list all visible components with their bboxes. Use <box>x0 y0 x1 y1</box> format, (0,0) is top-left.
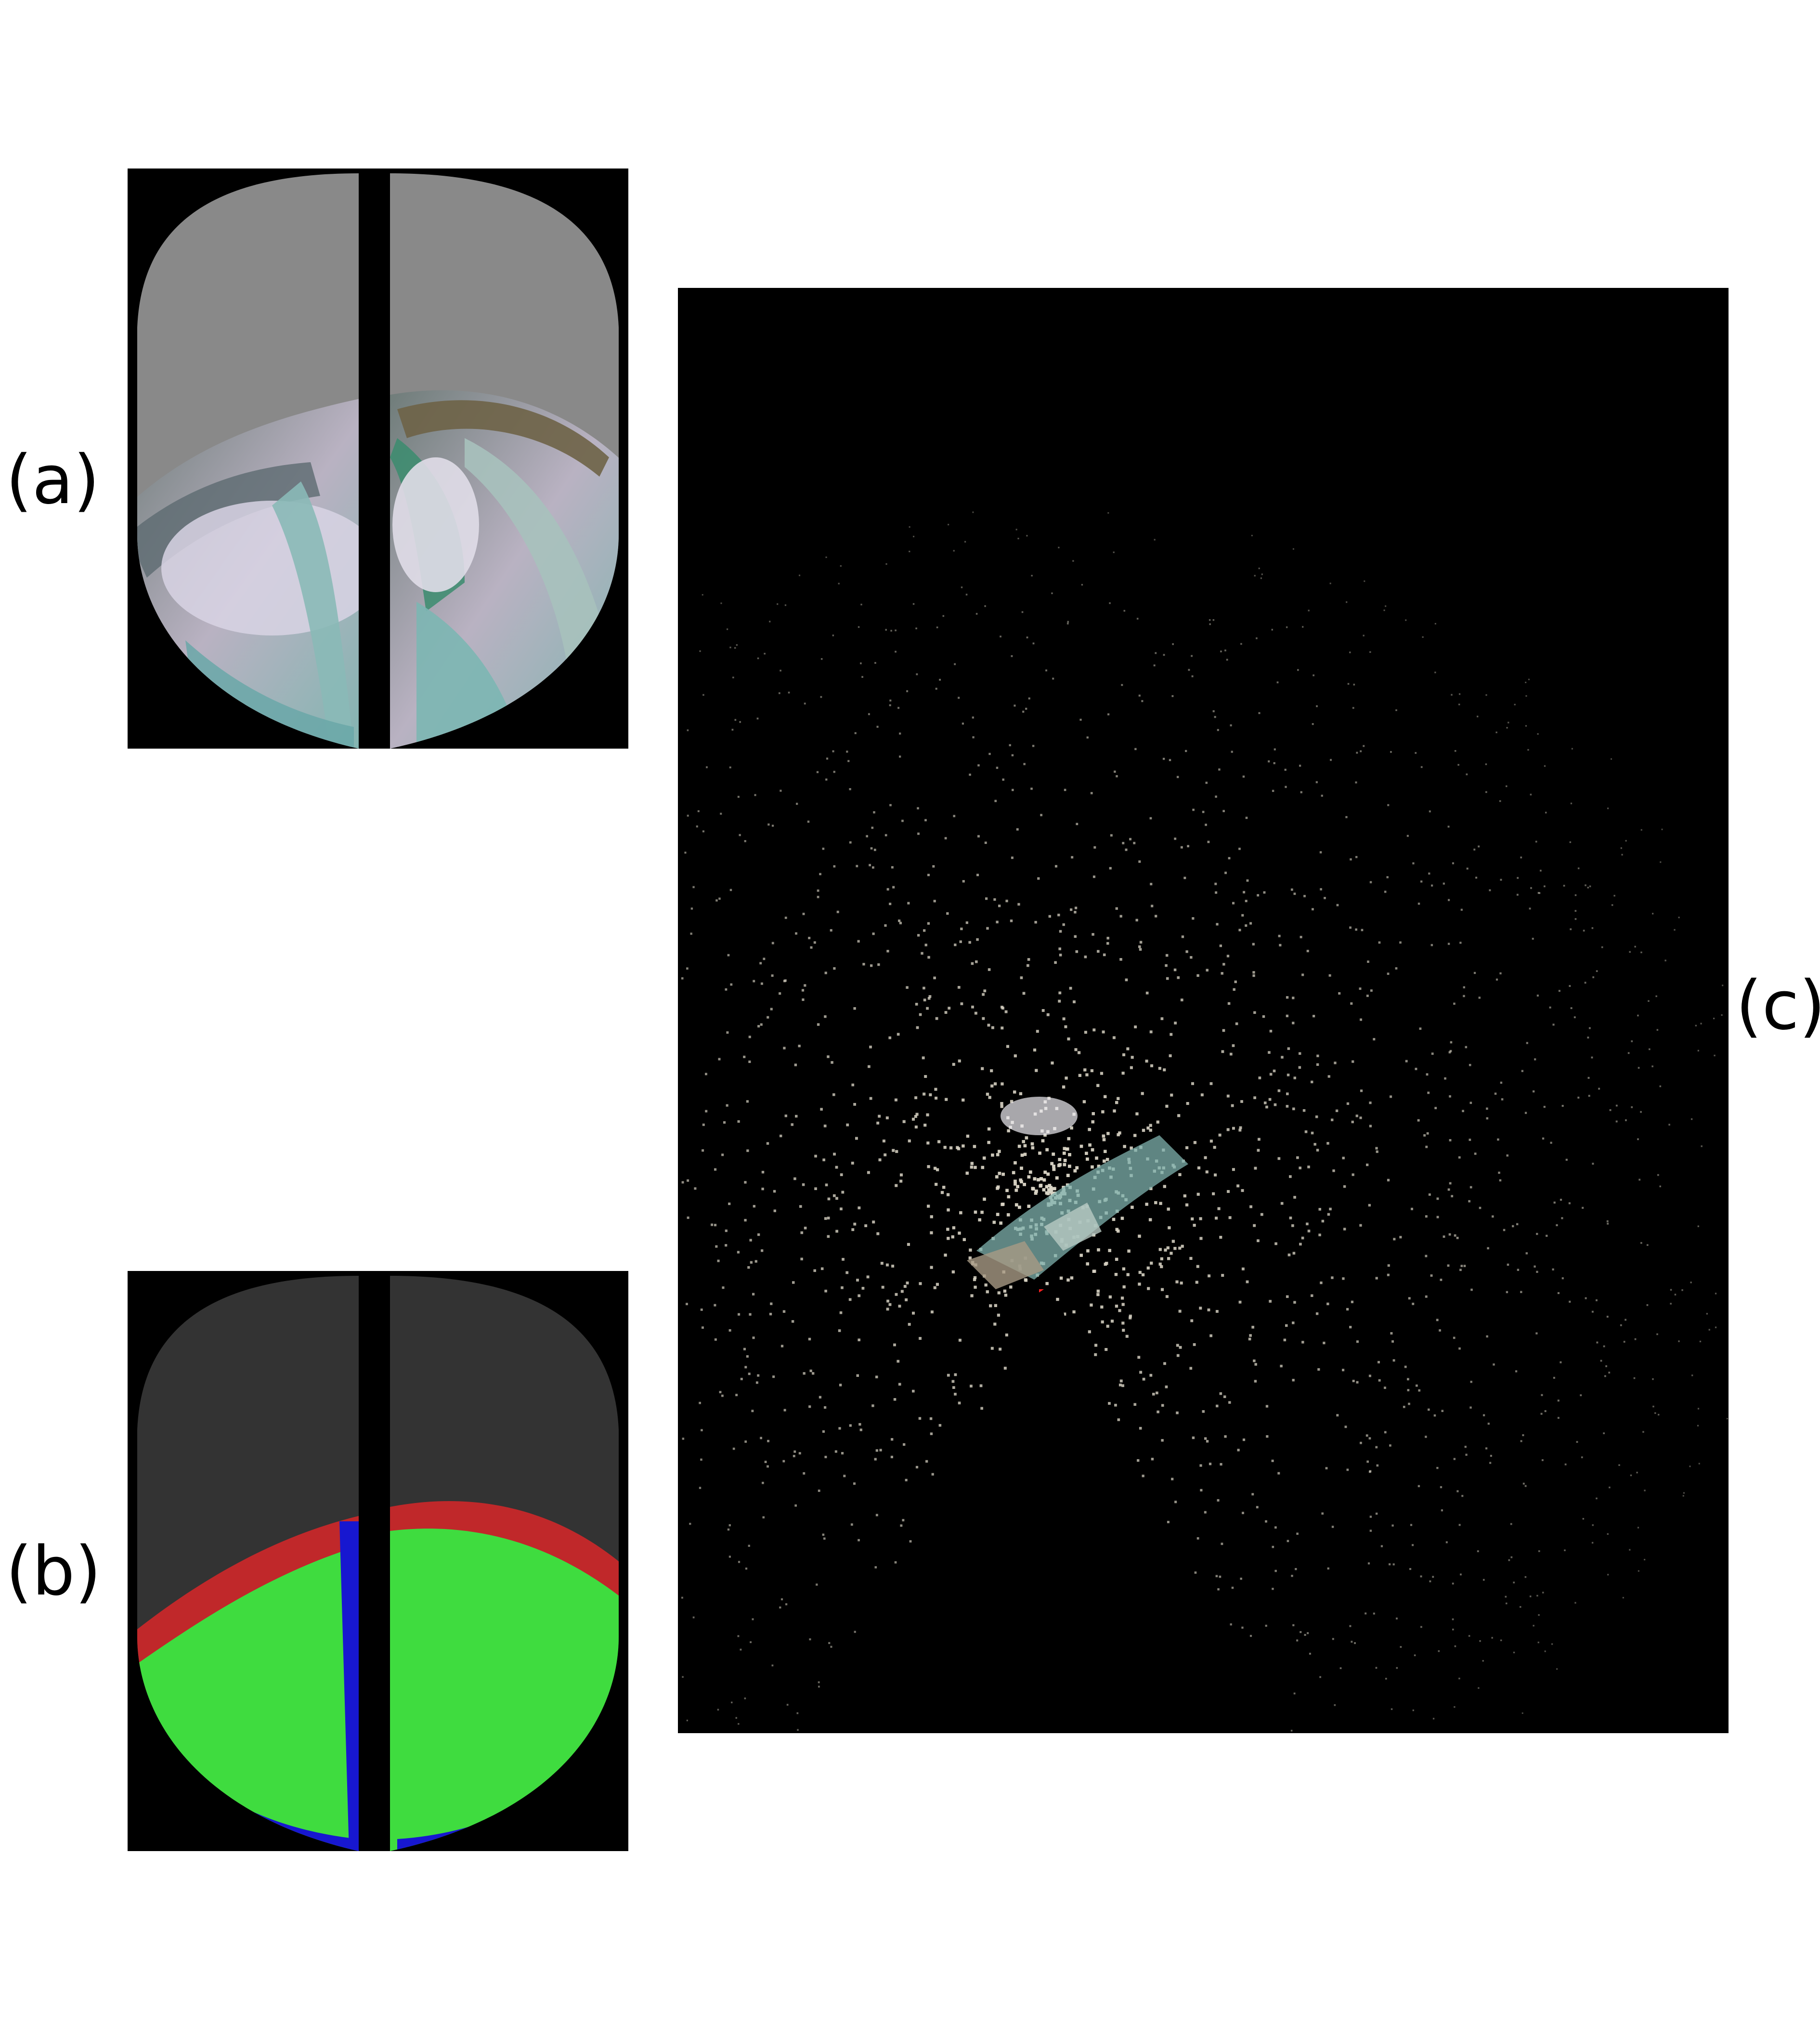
fisheye-divider <box>359 168 390 749</box>
panel-a-fisheye-image <box>128 168 628 749</box>
panel-c-background <box>678 288 1729 1733</box>
fisheye-left-lens <box>137 173 359 749</box>
panel-b-segmentation-mask <box>128 1271 628 1851</box>
panel-c-label: (c) <box>1736 967 1820 1045</box>
segmentation-divider <box>359 1271 390 1851</box>
panel-c-point-cloud <box>678 288 1729 1733</box>
point-cloud-center-patch <box>967 1097 1188 1294</box>
point-cloud-occlusion-notch <box>1005 1289 1078 1395</box>
segmentation-red-boundary-right <box>390 1501 619 1608</box>
panel-a-label: (a) <box>6 441 100 519</box>
point-cloud-points <box>681 511 1728 1732</box>
panel-b-label: (b) <box>6 1532 102 1611</box>
